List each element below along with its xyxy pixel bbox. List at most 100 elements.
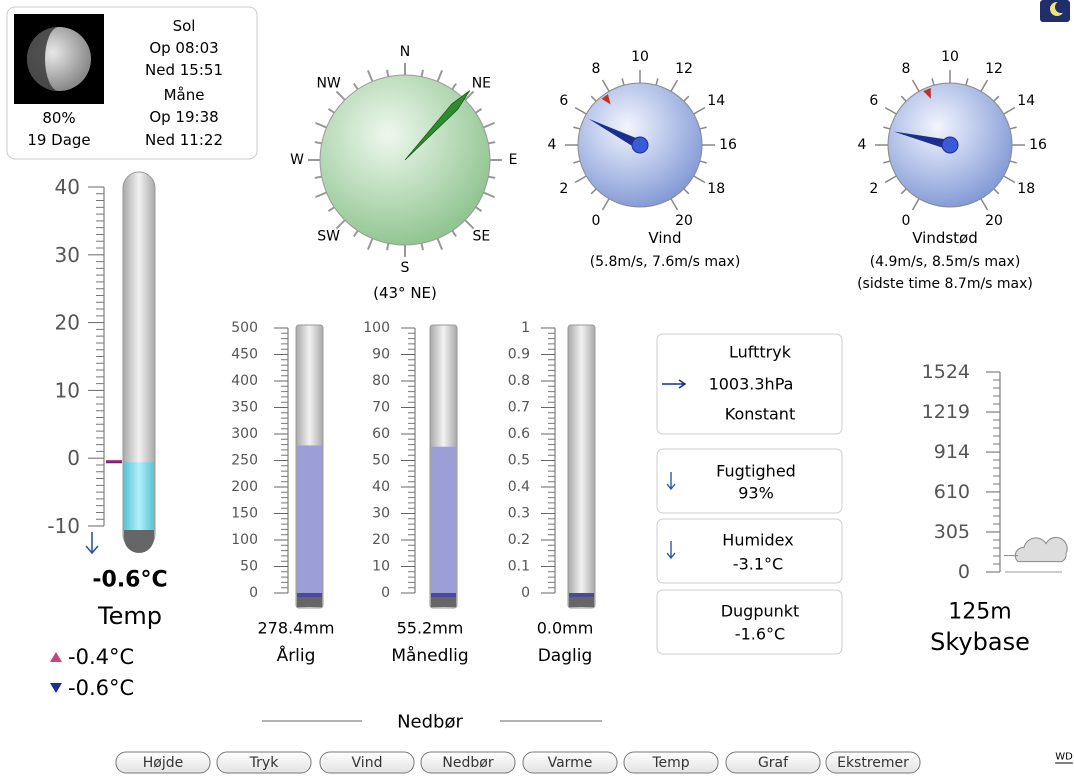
reading-box <box>657 590 842 654</box>
nav-button[interactable]: Højde <box>116 752 210 773</box>
temp-trend-arrow <box>86 532 98 553</box>
gust-label: Vindstød <box>912 229 978 247</box>
tick-label: 18 <box>1017 181 1035 197</box>
tick-label: 80 <box>372 373 390 389</box>
tick-label: 0.5 <box>508 453 530 469</box>
night-icon <box>1040 0 1070 22</box>
rain-period: Daglig <box>538 646 593 666</box>
tick-label: 60 <box>372 426 390 442</box>
reading-trend: Konstant <box>725 405 795 424</box>
wind-direction: (43° NE) <box>373 284 437 302</box>
nav-button[interactable]: Ekstremer <box>826 752 920 773</box>
tick-mark <box>575 176 586 183</box>
button-label: Temp <box>651 755 689 771</box>
tick-label: 12 <box>675 61 693 77</box>
nav-button[interactable]: Nedbør <box>421 752 515 773</box>
tick-mark <box>603 199 610 210</box>
tick-label: 0 <box>592 213 601 229</box>
tick-label: 100 <box>231 532 258 548</box>
reading-label: Fugtighed <box>716 462 796 481</box>
tick-label: 610 <box>934 481 970 503</box>
tick-label: 40 <box>55 175 80 199</box>
compass-point: NE <box>472 76 491 92</box>
rain-bottom <box>297 597 322 607</box>
gauge-hub <box>632 137 648 153</box>
tick-label: 0.3 <box>508 506 530 522</box>
tick-label: 20 <box>55 311 80 335</box>
tick-label: 30 <box>55 243 80 267</box>
footer-link[interactable]: WD <box>1055 752 1073 763</box>
tick-label: 6 <box>869 93 878 109</box>
tick-label: 30 <box>372 506 390 522</box>
tick-label: 16 <box>1029 137 1047 153</box>
nav-button[interactable]: Vind <box>320 752 414 773</box>
tick-label: 100 <box>363 320 390 336</box>
tick-label: 914 <box>934 441 970 463</box>
compass-point: E <box>509 152 518 168</box>
tick-label: 10 <box>631 49 649 65</box>
tick-mark <box>913 199 920 210</box>
tick-mark <box>671 199 678 210</box>
tick-label: 450 <box>231 347 258 363</box>
wind-label: Vind <box>648 229 681 247</box>
nav-button[interactable]: Temp <box>624 752 718 773</box>
sunset: Ned 15:51 <box>145 61 223 79</box>
tick-label: 500 <box>231 320 258 336</box>
tick-label: 0 <box>67 446 80 470</box>
gauge-hub <box>942 137 958 153</box>
tick-mark <box>671 80 678 91</box>
tick-mark <box>694 176 705 183</box>
tick-label: 0.8 <box>508 373 530 389</box>
tick-label: 150 <box>231 506 258 522</box>
tick-label: 0.2 <box>508 532 530 548</box>
tick-label: 8 <box>902 61 911 77</box>
tick-mark <box>913 80 920 91</box>
tick-label: 16 <box>719 137 737 153</box>
rain-value: 55.2mm <box>397 619 464 638</box>
weather-dashboard: 80% 19 Dage Sol Op 08:03 Ned 15:51 Måne … <box>0 0 1074 776</box>
moonrise: Op 19:38 <box>149 108 218 126</box>
temperature-level <box>124 462 154 540</box>
temp-high: -0.4°C <box>68 645 134 669</box>
tick-label: 18 <box>707 181 725 197</box>
tick-label: 300 <box>231 426 258 442</box>
tick-label: 0.4 <box>508 479 530 495</box>
wind-readout: (5.8m/s, 7.6m/s max) <box>590 254 741 270</box>
reading-value: -3.1°C <box>733 555 783 574</box>
sunrise: Op 08:03 <box>149 39 218 57</box>
sun-heading: Sol <box>173 17 196 35</box>
nav-button[interactable]: Varme <box>523 752 617 773</box>
tick-label: 1 <box>521 320 530 336</box>
tick-label: 400 <box>231 373 258 389</box>
compass-point: SE <box>473 228 491 244</box>
tick-label: 10 <box>372 559 390 575</box>
tick-label: 0 <box>521 585 530 601</box>
tick-label: 0 <box>249 585 258 601</box>
tick-mark <box>1004 108 1015 115</box>
tick-mark <box>575 108 586 115</box>
tick-label: 20 <box>675 213 693 229</box>
rain-base <box>297 593 322 597</box>
tick-label: 6 <box>559 93 568 109</box>
tick-label: 250 <box>231 453 258 469</box>
tick-label: 40 <box>372 479 390 495</box>
tick-label: 0.1 <box>508 559 530 575</box>
reading-value: 93% <box>738 484 774 503</box>
rain-value: 0.0mm <box>537 619 594 638</box>
minor-ticks <box>993 380 1000 564</box>
rain-level <box>297 445 322 593</box>
rain-value: 278.4mm <box>258 619 335 638</box>
tick-label: 1219 <box>922 401 970 423</box>
button-label: Højde <box>143 755 183 771</box>
tick-label: 2 <box>559 181 568 197</box>
compass-point: NW <box>316 76 340 92</box>
reading-label: Dugpunkt <box>721 602 800 621</box>
nav-button[interactable]: Graf <box>726 752 820 773</box>
low-icon <box>50 683 62 693</box>
button-label: Graf <box>758 755 789 771</box>
compass-point: W <box>290 152 304 168</box>
tick-label: 4 <box>858 137 867 153</box>
cloud-base-label: Skybase <box>930 628 1030 656</box>
nav-button[interactable]: Tryk <box>217 752 311 773</box>
tick-label: 1524 <box>922 361 970 383</box>
